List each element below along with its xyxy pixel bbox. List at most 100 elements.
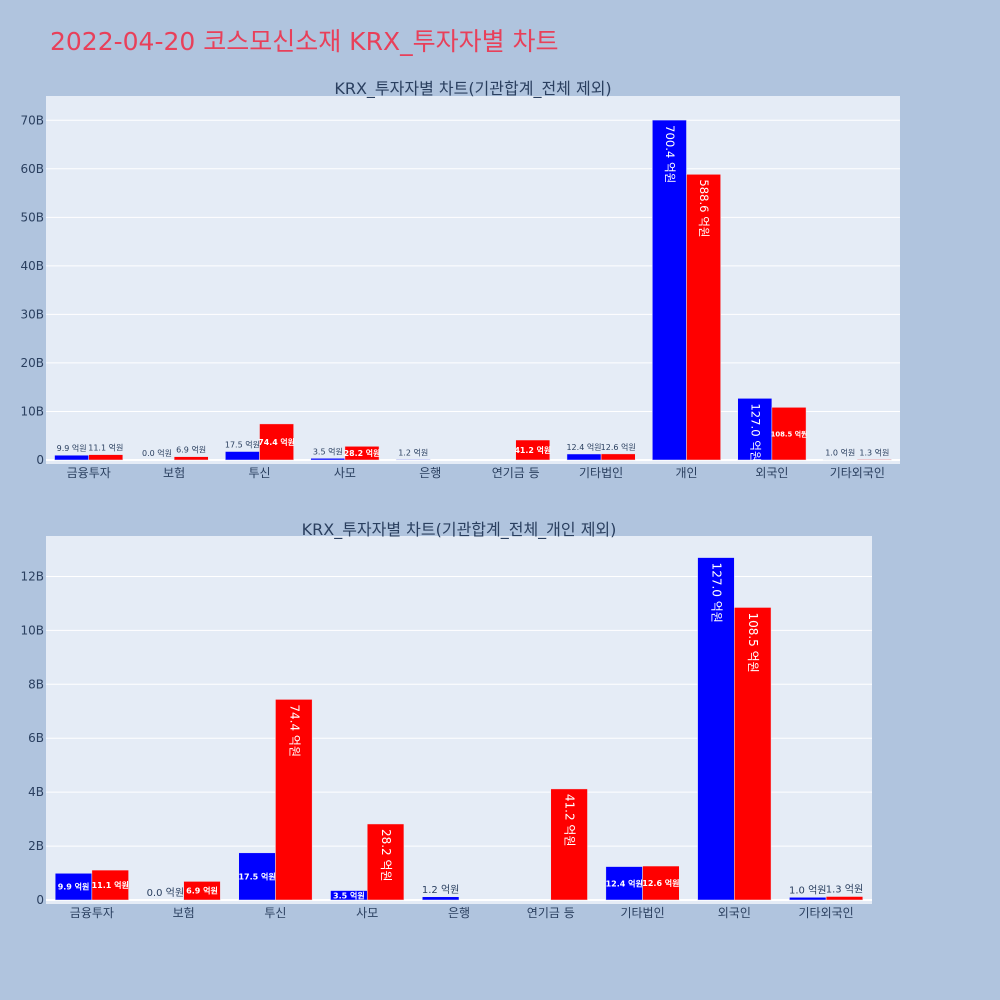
data-label: 12.6 억원 [642,878,679,888]
bar [652,119,687,461]
x-tick-label: 보험 [163,466,185,480]
bar [686,174,721,461]
y-tick-label: 2B [28,839,44,853]
bar [54,873,93,901]
data-label: 1.3 억원 [859,447,889,457]
bar [259,423,294,461]
data-label: 1.2 억원 [422,884,459,896]
y-tick-label: 0 [36,893,44,907]
data-label: 1.0 억원 [825,448,855,458]
bar [825,896,864,901]
bar [344,446,380,461]
data-label: 700.4 억원 [663,125,677,183]
y-tick-label: 12B [20,569,44,583]
data-label: 11.1 억원 [88,443,123,453]
bar [605,866,643,901]
data-label: 12.4 억원 [606,878,643,888]
data-label: 9.9 억원 [57,443,87,453]
x-tick-label: 금융투자 [67,466,111,480]
bar [183,881,221,901]
x-tick-label: 기타외국인 [799,906,854,920]
y-tick-label: 50B [20,210,44,224]
x-tick-label: 기타법인 [579,466,623,480]
x-tick-label: 연기금 등 [527,906,575,920]
data-label: 1.2 억원 [398,447,428,457]
bar [566,453,602,461]
data-label: 1.3 억원 [826,883,863,895]
x-tick-label: 투신 [264,906,286,920]
data-label: 28.2 억원 [344,448,381,458]
bar [734,607,772,901]
data-label: 108.5 억원 [746,612,760,672]
chart-1: KRX_투자자별 차트(기관합계_전체 제외) 0 10B 20B 30B 40B 50B 6… [20,79,900,480]
data-label: 108.5 억원 [771,430,808,439]
bar [771,407,807,461]
bar [310,458,346,461]
bar [600,453,636,461]
data-label: 0.0 억원 [142,448,172,458]
bar [238,852,276,901]
y-tick-label: 60B [20,162,44,176]
data-label: 41.2 억원 [514,445,551,455]
y-tick-label: 20B [20,356,44,370]
data-label: 127.0 억원 [748,403,762,461]
bar [515,439,551,461]
x-tick-label: 개인 [675,466,697,480]
bar [173,456,209,461]
data-label: 17.5 억원 [225,440,260,450]
y-tick-label: 8B [28,677,44,691]
bar [91,869,129,901]
y-tick-label: 0 [36,453,44,467]
x-tick-label: 기타법인 [620,906,664,920]
x-tick-label: 사모 [334,466,356,480]
data-label: 6.9 억원 [186,886,218,896]
data-label: 74.4 억원 [258,437,295,447]
data-label: 28.2 억원 [379,829,393,882]
bar [88,454,124,461]
data-label: 3.5 억원 [313,446,343,456]
x-tick-label: 사모 [356,906,378,920]
data-label: 3.5 억원 [333,890,365,900]
bar [366,823,405,901]
chart-title: KRX_투자자별 차트(기관합계_전체_개인 제외) [302,520,617,540]
data-label: 74.4 억원 [287,704,301,757]
page-title: 2022-04-20 코스모신소재 KRX_투자자별 차트 [50,27,559,56]
data-label: 9.9 억원 [58,882,90,892]
bar [697,557,735,901]
data-label: 12.6 억원 [601,442,636,452]
data-label: 588.6 억원 [697,179,711,237]
y-tick-label: 10B [20,623,44,637]
data-label: 17.5 억원 [238,871,275,881]
data-label: 127.0 억원 [709,563,723,623]
chart-title: KRX_투자자별 차트(기관합계_전체 제외) [334,79,611,99]
bar [642,865,680,901]
data-label: 12.4 억원 [566,442,601,452]
bar [275,699,313,901]
y-tick-label: 4B [28,785,44,799]
y-tick-label: 30B [20,307,44,321]
x-tick-label: 연기금 등 [492,466,540,480]
y-tick-label: 10B [20,404,44,418]
data-label: 41.2 억원 [563,794,577,847]
x-tick-label: 외국인 [755,466,788,480]
bar [550,788,588,901]
bar [395,459,431,461]
x-tick-label: 은행 [419,465,441,480]
data-label: 6.9 억원 [176,445,206,455]
x-tick-label: 외국인 [718,906,751,920]
data-label: 0.0 억원 [147,887,184,899]
bar [225,451,260,461]
x-tick-label: 보험 [173,906,195,920]
x-tick-label: 기타외국인 [830,466,885,480]
bar [857,459,892,461]
data-label: 11.1 억원 [92,880,129,890]
y-tick-label: 70B [20,113,44,127]
bar [422,896,460,901]
data-label: 1.0 억원 [789,884,826,896]
bar [54,454,89,461]
chart-2: KRX_투자자별 차트(기관합계_전체_개인 제외) 0 2B 4B 6B 8B 10B 12… [20,520,872,920]
x-tick-label: 은행 [448,905,470,920]
x-tick-label: 금융투자 [70,906,114,920]
y-tick-label: 6B [28,731,44,745]
